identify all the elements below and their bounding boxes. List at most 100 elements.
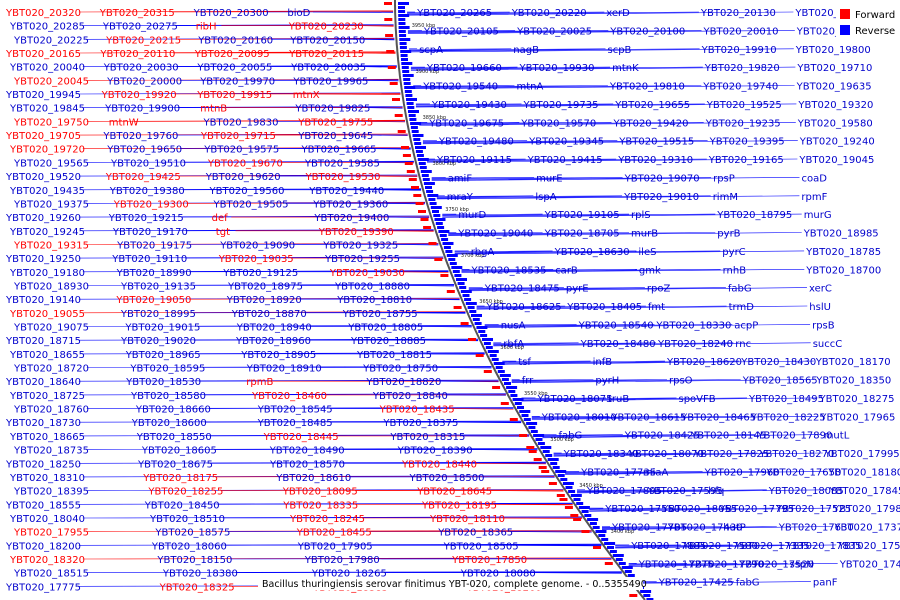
gene-label: YBT020_18250: [5, 459, 81, 470]
tick-label: 3400 kbp: [611, 529, 635, 535]
gene-label: YBT020_18180: [827, 467, 900, 478]
gene-label: YBT020_19965: [292, 76, 368, 87]
gene-label: murB: [631, 229, 658, 240]
gene-label: YBT020_19525: [706, 100, 782, 111]
label-leader: [456, 421, 522, 424]
gene-label: YBT020_18870: [231, 309, 307, 320]
label-leader: [533, 572, 622, 574]
gene-label: YBT020_18580: [130, 391, 206, 402]
tick-labels: 3950 kbp 3900 kbp 3850 kbp 3800 kbp 3750 kbp…: [412, 23, 634, 535]
reverse-feature: [584, 514, 592, 517]
label-leader: [442, 213, 543, 216]
gene-label: YBT020_19750: [13, 117, 89, 128]
reverse-feature: [491, 358, 499, 361]
gene-label: YBT020_18660: [135, 405, 211, 416]
label-leader: [361, 52, 396, 54]
label-leader: [553, 452, 627, 455]
gene-label: YBT020_17825: [693, 449, 769, 460]
gene-label: YBT020_20215: [105, 35, 181, 46]
forward-feature: [392, 98, 400, 101]
gene-label: YBT020_18340: [563, 449, 639, 460]
reverse-feature: [464, 298, 472, 301]
reverse-feature: [401, 66, 409, 69]
gene-label: YBT020_18990: [116, 268, 192, 279]
label-leader: [511, 379, 594, 381]
reverse-feature: [471, 314, 482, 317]
gene-label: YBT020_19375: [13, 199, 89, 210]
gene-label: YBT020_17845: [828, 486, 900, 497]
gene-label: YBT020_19755: [297, 117, 373, 128]
reverse-feature: [598, 534, 606, 537]
gene-label: YBT020_19715: [200, 131, 276, 142]
gene-label: rnhB: [723, 265, 747, 276]
reverse-feature: [555, 470, 567, 473]
gene-label: YBT020_18555: [5, 500, 81, 511]
gene-label: rpoZ: [647, 284, 671, 295]
reverse-feature: [568, 490, 576, 493]
reverse-feature: [401, 62, 413, 65]
reverse-feature: [399, 38, 411, 41]
label-leader: [628, 563, 788, 566]
label-leader: [489, 490, 564, 492]
label-leader: [368, 107, 403, 109]
label-leader: [442, 213, 630, 216]
gene-label: YBT020_19035: [218, 254, 294, 265]
reverse-feature: [462, 294, 470, 297]
gene-label: YBT020_18500: [409, 473, 485, 484]
reverse-feature: [430, 206, 442, 209]
forward-feature: [556, 494, 565, 497]
gene-label: rbfA: [503, 339, 524, 350]
gene-label: YBT020_17525: [775, 504, 851, 515]
reverse-feature: [624, 570, 632, 573]
caption-background: [258, 577, 643, 590]
gene-label: YBT020_20035: [290, 63, 366, 74]
forward-feature: [428, 242, 437, 245]
gene-label: YBT020_20105: [423, 26, 499, 37]
label-leader: [493, 342, 579, 344]
label-leader: [363, 39, 395, 41]
gene-label: YBT020_19240: [799, 137, 875, 148]
label-leader: [601, 526, 833, 530]
label-leader: [521, 397, 818, 402]
label-leader: [553, 452, 693, 455]
label-leader: [410, 66, 518, 69]
gene-label: rplS: [631, 210, 651, 221]
gene-label: YBT020_18270: [758, 449, 834, 460]
label-leader: [531, 416, 610, 418]
label-leader: [82, 270, 449, 273]
label-leader: [431, 177, 623, 180]
label-leader: [82, 24, 394, 26]
label-leader: [454, 250, 805, 255]
forward-feature: [468, 338, 476, 341]
reverse-feature: [615, 558, 623, 561]
reverse-feature: [501, 378, 509, 381]
forward-feature: [533, 458, 542, 461]
label-leader: [470, 449, 538, 451]
gene-label: rpmB: [246, 377, 273, 388]
label-leader: [426, 158, 526, 161]
gene-label: YBT020_18455: [296, 528, 372, 539]
gene-label: succC: [813, 339, 843, 350]
gene-label: rpsO: [669, 376, 693, 387]
label-leader: [134, 120, 406, 122]
gene-label: YBT020_19705: [5, 131, 81, 142]
label-leader: [82, 557, 612, 560]
gene-label: YBT020_19115: [436, 155, 512, 166]
gene-label: YBT020_19245: [9, 227, 85, 238]
forward-feature: [394, 114, 403, 117]
label-leader: [410, 66, 611, 69]
reverse-feature: [448, 258, 456, 261]
label-leader: [615, 544, 837, 549]
reverse-feature: [493, 362, 505, 365]
reverse-feature: [417, 158, 429, 161]
tick-label: 3700 kbp: [461, 253, 485, 259]
label-leader: [78, 502, 573, 505]
forward-feature: [401, 146, 409, 149]
forward-feature: [386, 50, 395, 53]
reverse-feature: [483, 342, 491, 345]
gene-label: YBT020_19580: [797, 118, 873, 129]
gene-label: YBT020_18730: [5, 418, 81, 429]
gene-label: miaA: [643, 467, 669, 478]
gene-label: YBT020_20275: [102, 22, 178, 33]
gene-label: YBT020_20040: [9, 63, 85, 74]
